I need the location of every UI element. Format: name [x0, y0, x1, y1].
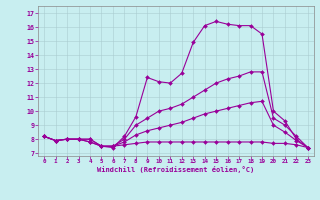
X-axis label: Windchill (Refroidissement éolien,°C): Windchill (Refroidissement éolien,°C)	[97, 166, 255, 173]
